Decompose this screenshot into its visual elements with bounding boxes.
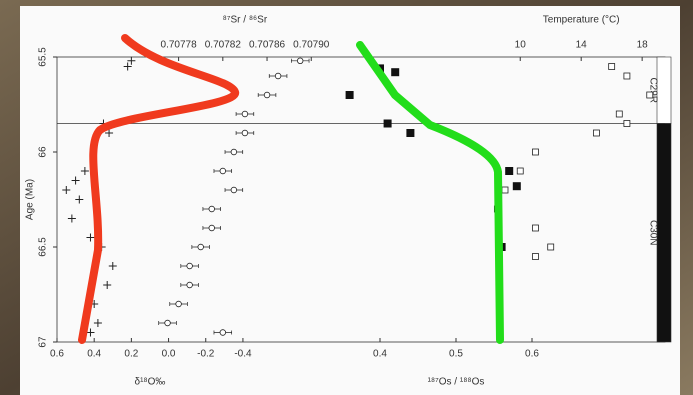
- x-tick-label: 10: [515, 40, 527, 51]
- square-marker: [391, 68, 399, 76]
- screenshot: 65.5 66 66.5 67 Age (Ma) C29R C30N 0.6 0.4 0.2 0.0…: [0, 0, 693, 395]
- x-axis-label: ⁸⁷Sr / ⁸⁶Sr: [223, 15, 268, 26]
- x-tick-label: 0.4: [87, 349, 101, 360]
- chron-label: C30N: [647, 220, 658, 246]
- x-axis-label: ¹⁸⁷Os / ¹⁸⁸Os: [428, 377, 485, 388]
- y-axis-label: Age (Ma): [25, 179, 36, 220]
- x-tick-label: -0.4: [234, 349, 252, 360]
- square-marker: [532, 149, 538, 155]
- circle-marker: [209, 225, 215, 231]
- chron-label: C29R: [647, 77, 658, 103]
- square-marker: [624, 121, 630, 127]
- circle-marker: [187, 263, 193, 269]
- x-axis-label: Temperature (°C): [543, 15, 620, 26]
- x-tick-label: 0.5: [449, 349, 463, 360]
- circle-marker: [187, 282, 193, 288]
- x-tick-label: 0.2: [124, 349, 138, 360]
- square-marker: [406, 129, 414, 137]
- x-tick-label: 0.70782: [205, 40, 242, 51]
- circle-marker: [231, 149, 237, 155]
- x-tick-label: 18: [637, 40, 649, 51]
- x-tick-label: -0.2: [197, 349, 215, 360]
- x-axis-label: δ¹⁸O‰: [135, 377, 166, 388]
- y-tick-label: 67: [38, 336, 49, 348]
- square-marker: [517, 168, 523, 174]
- square-marker: [505, 167, 513, 175]
- circle-marker: [231, 187, 237, 193]
- circle-marker: [220, 168, 226, 174]
- circle-marker: [242, 130, 248, 136]
- circle-marker: [297, 58, 303, 64]
- square-marker: [532, 254, 538, 260]
- x-tick-label: 0.0: [162, 349, 176, 360]
- square-marker: [624, 73, 630, 79]
- circle-marker: [209, 206, 215, 212]
- square-marker: [616, 111, 622, 117]
- y-tick-label: 66.5: [38, 237, 49, 257]
- x-tick-label: 0.70786: [249, 40, 286, 51]
- x-tick-label: 0.6: [525, 349, 539, 360]
- circle-marker: [242, 111, 248, 117]
- x-tick-label: 0.6: [50, 349, 64, 360]
- y-tick-label: 66: [38, 146, 49, 158]
- square-marker: [513, 182, 521, 190]
- square-marker: [346, 91, 354, 99]
- circle-marker: [165, 320, 171, 326]
- x-tick-label: 0.70778: [161, 40, 198, 51]
- x-tick-label: 14: [576, 40, 588, 51]
- x-tick-label: 0.4: [373, 349, 387, 360]
- circle-marker: [264, 92, 270, 98]
- x-tick-label: 0.70790: [293, 40, 330, 51]
- square-marker: [532, 225, 538, 231]
- square-marker: [502, 187, 508, 193]
- square-marker: [548, 244, 554, 250]
- square-marker: [593, 130, 599, 136]
- square-marker: [647, 92, 653, 98]
- figure-panel: [20, 6, 680, 395]
- circle-marker: [198, 244, 204, 250]
- square-marker: [384, 120, 392, 128]
- y-tick-label: 65.5: [38, 47, 49, 67]
- square-marker: [609, 64, 615, 70]
- circle-marker: [176, 301, 182, 307]
- circle-marker: [220, 330, 226, 336]
- circle-marker: [275, 73, 281, 79]
